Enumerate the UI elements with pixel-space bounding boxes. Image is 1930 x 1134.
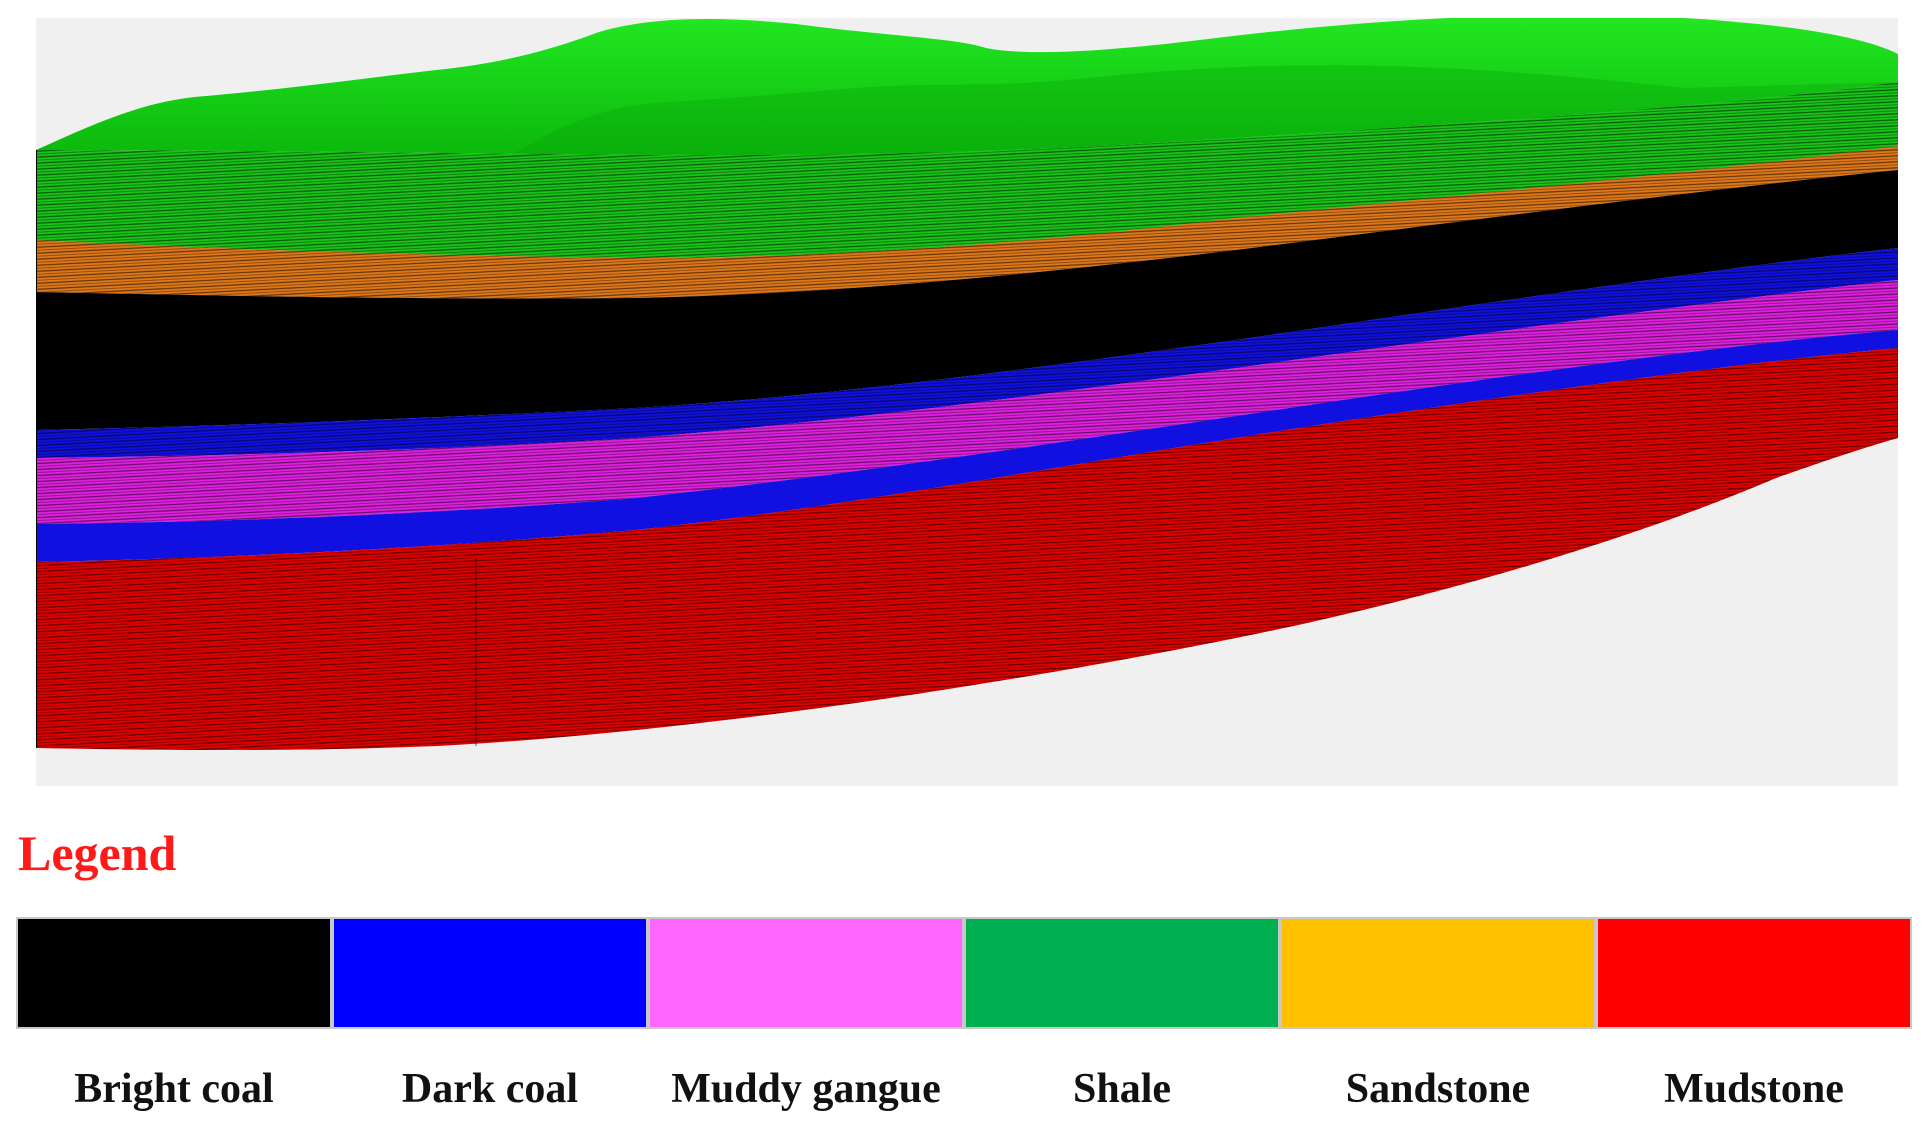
legend-swatch-sandstone	[1280, 917, 1596, 1029]
legend-swatch-shale	[964, 917, 1280, 1029]
geological-3d-model-view	[36, 18, 1898, 786]
terrain-ridge-shading	[506, 65, 1898, 158]
legend-label-muddy-gangue: Muddy gangue	[671, 1066, 941, 1112]
dark-coal-hatch-upper	[36, 248, 1898, 458]
legend-swatch-bright-coal	[16, 917, 332, 1029]
legend-title: Legend	[18, 825, 177, 881]
dark-coal-section-lower	[36, 330, 1898, 562]
mudstone-hatch	[36, 348, 1898, 750]
sandstone-hatch	[36, 146, 1898, 299]
legend-swatch-dark-coal	[332, 917, 648, 1029]
strata-model-svg	[36, 18, 1898, 750]
legend-label-bright-coal: Bright coal	[74, 1066, 274, 1112]
legend-swatch-mudstone	[1596, 917, 1912, 1029]
shale-hatch	[36, 82, 1898, 258]
terrain-surface	[36, 18, 1898, 155]
bright-coal-section	[36, 170, 1898, 430]
legend-swatch-row	[16, 917, 1914, 1029]
legend-label-dark-coal: Dark coal	[401, 1066, 579, 1112]
muddy-gangue-hatch	[36, 280, 1898, 524]
legend-label-shale: Shale	[1072, 1066, 1172, 1112]
legend-swatch-muddy-gangue	[648, 917, 964, 1029]
legend-label-mudstone: Mudstone	[1664, 1066, 1844, 1112]
legend-label-sandstone: Sandstone	[1345, 1066, 1531, 1112]
